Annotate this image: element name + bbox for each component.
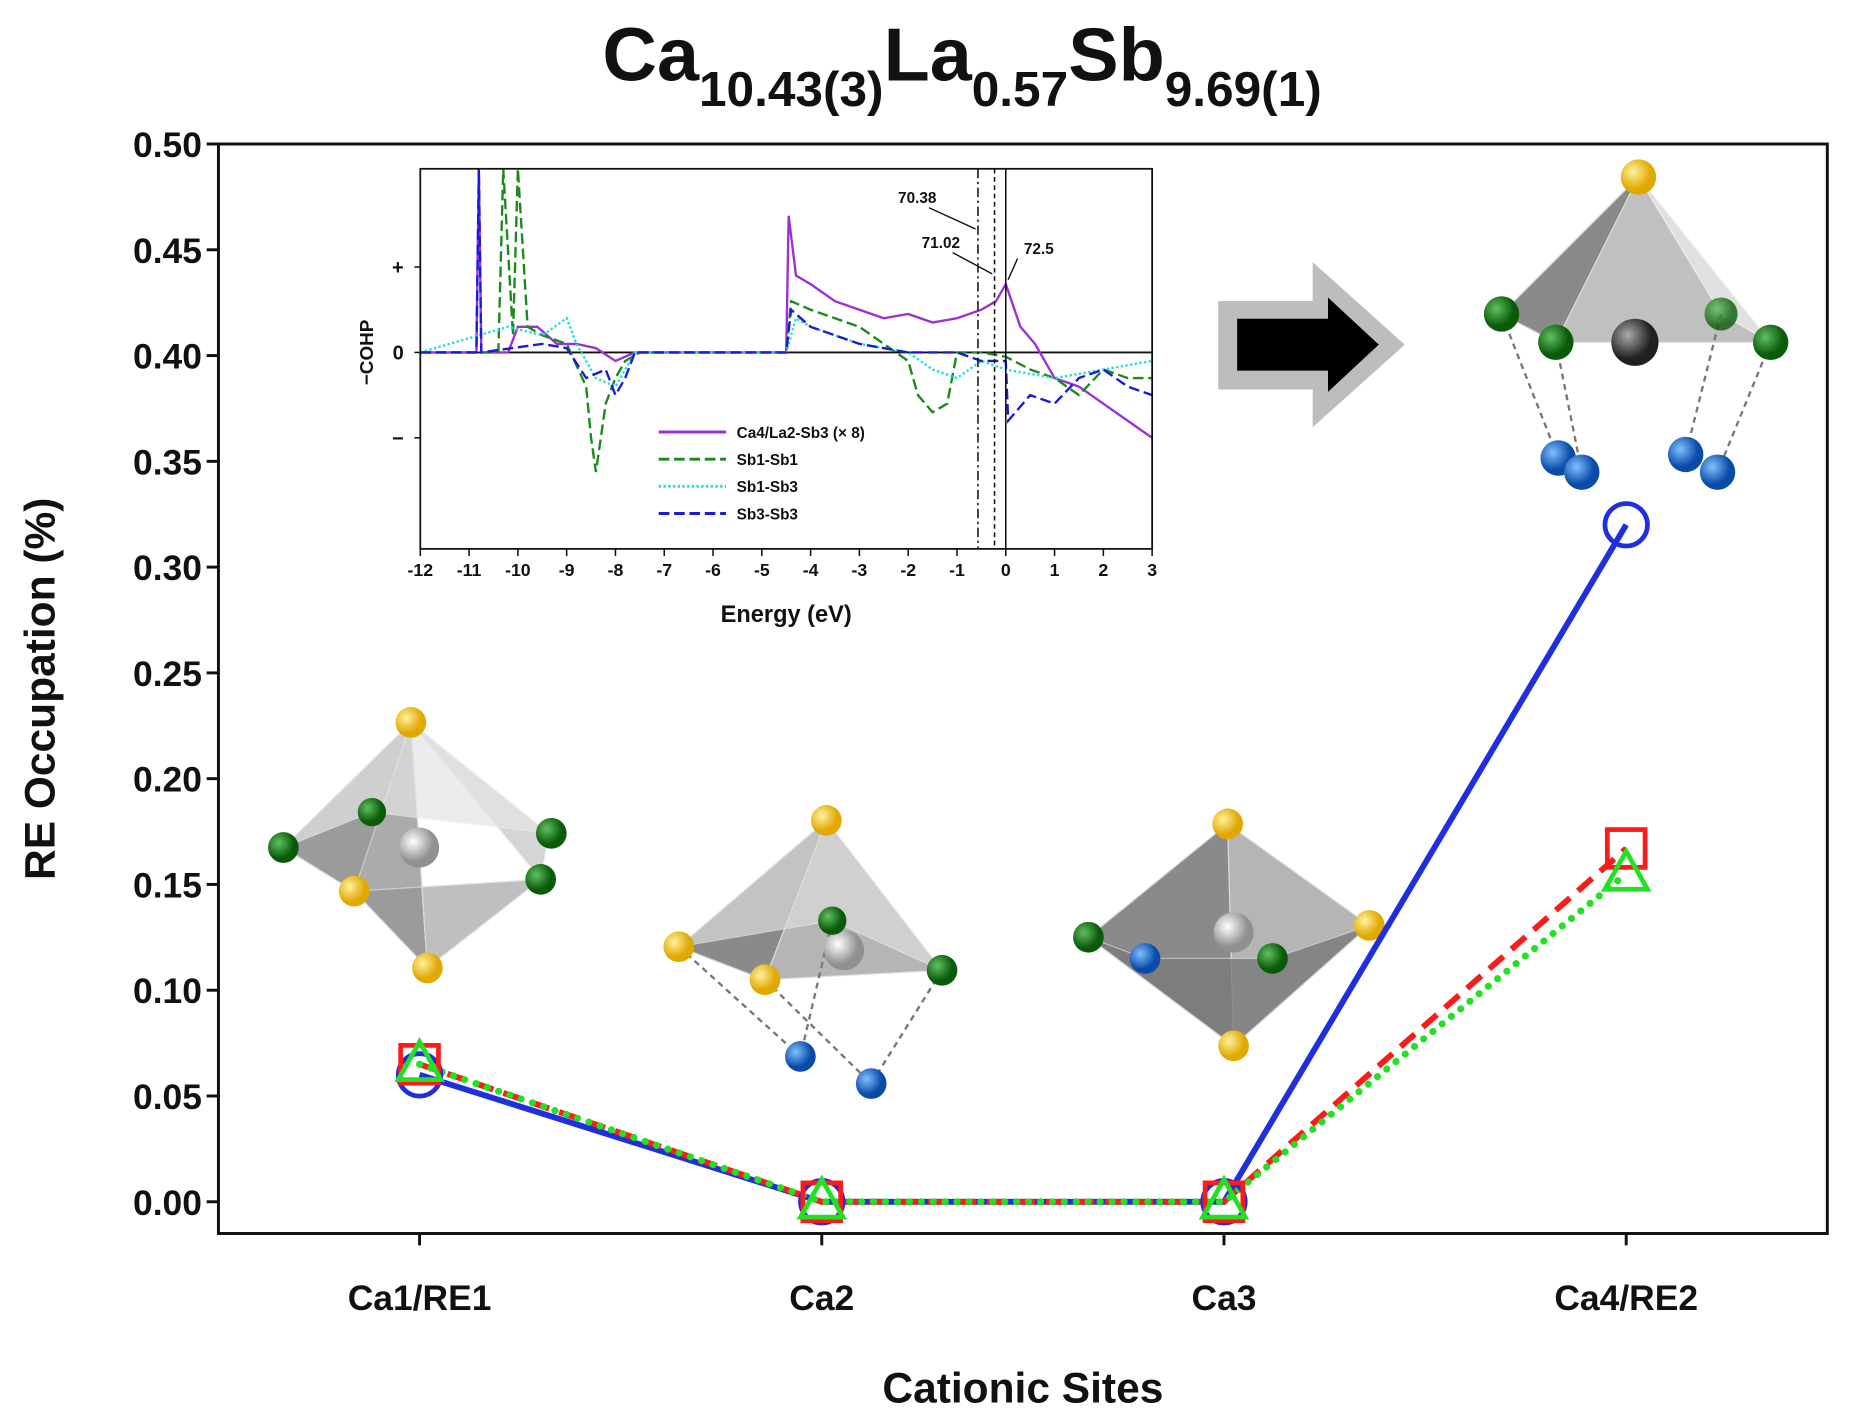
annotation-label: 71.02	[922, 235, 960, 252]
y-tick-label: −	[392, 428, 404, 450]
marker-triangle	[394, 1037, 445, 1082]
legend-label: Sb1-Sb3	[737, 479, 798, 496]
marker-circle	[395, 1051, 444, 1099]
x-tick-label: -12	[408, 560, 434, 580]
marker-triangle	[796, 1174, 848, 1220]
x-tick-label: 2	[1098, 560, 1108, 580]
x-tick-label: -11	[457, 560, 482, 580]
x-tick-label: -7	[656, 560, 672, 580]
x-tick-label: -3	[852, 560, 868, 580]
x-tick-label: -2	[900, 560, 916, 580]
x-tick-label: -5	[754, 560, 770, 580]
y-axis-label: RE Occupation (%)	[17, 498, 64, 880]
octahedron-ca3	[1073, 808, 1385, 1062]
y-tick-label: 0.15	[133, 865, 202, 905]
x-tick-label: -1	[949, 560, 965, 580]
title-subscript: 0.57	[972, 61, 1068, 117]
title-element: Ca	[602, 13, 700, 97]
x-tick-label: Ca1/RE1	[348, 1278, 492, 1318]
y-tick-label: 0.05	[133, 1077, 202, 1117]
x-axis-label: Cationic Sites	[882, 1365, 1163, 1412]
arrow	[1218, 262, 1405, 428]
marker-square	[1604, 827, 1648, 870]
x-axis-label: Energy (eV)	[721, 602, 852, 628]
octahedron-ca1	[268, 707, 567, 984]
x-tick-label: Ca3	[1192, 1278, 1257, 1318]
x-tick-label: Ca2	[789, 1278, 854, 1318]
y-tick-label: +	[392, 257, 404, 279]
x-tick-label: -6	[705, 560, 721, 580]
title-element: Sb	[1068, 13, 1165, 97]
series-line	[416, 870, 1630, 1206]
inset-frame	[419, 167, 1154, 550]
y-tick-label: 0.35	[133, 442, 202, 482]
legend-label: Sb1-Sb1	[737, 452, 799, 469]
cohp-curve	[420, 168, 1153, 473]
annotation-label: 70.38	[898, 190, 937, 207]
x-tick-label: -9	[559, 560, 575, 580]
annotation-arrow	[952, 251, 993, 275]
x-tick-label: -8	[608, 560, 624, 580]
pyramid-ca2	[663, 805, 958, 1099]
annotation-arrow	[1007, 258, 1019, 281]
y-tick-label: 0.25	[133, 654, 202, 694]
title-element: La	[884, 13, 973, 97]
series-line	[418, 523, 1629, 1205]
inset-background	[420, 168, 1153, 549]
title-subscript: 10.43(3)	[699, 61, 884, 117]
y-tick-label: 0.40	[133, 337, 202, 377]
pyramid-ca4	[1483, 159, 1789, 490]
x-tick-label: Ca4/RE2	[1554, 1278, 1698, 1318]
plot-frame	[216, 142, 1829, 1235]
annotation-label: 72.5	[1024, 241, 1054, 258]
y-axis-label: −COHP	[357, 320, 378, 386]
inset-plot	[420, 168, 1153, 473]
y-tick-label: 0.10	[133, 971, 202, 1011]
title-subscript: 9.69(1)	[1165, 61, 1322, 117]
annotation-arrow	[928, 207, 976, 230]
y-tick-label: 0.45	[133, 231, 202, 271]
marker-triangle	[1600, 846, 1652, 892]
cohp-curve	[420, 168, 1153, 439]
marker-circle	[1602, 501, 1650, 549]
y-tick-label: 0.50	[133, 125, 202, 165]
illustrations	[268, 159, 1789, 1099]
x-tick-label: 3	[1147, 560, 1157, 580]
y-tick-label: 0	[393, 343, 404, 365]
y-tick-label: 0.20	[133, 760, 202, 800]
x-tick-label: -10	[505, 560, 531, 580]
x-tick-label: 1	[1050, 560, 1060, 580]
chart-title: Ca10.43(3)La0.57Sb9.69(1)	[602, 13, 1321, 117]
legend-label: Sb3-Sb3	[737, 506, 798, 523]
x-tick-label: 0	[1001, 560, 1011, 580]
marker-triangle	[1198, 1174, 1250, 1220]
x-tick-label: -4	[803, 560, 819, 580]
y-tick-label: 0.30	[133, 548, 202, 588]
legend-label: Ca4/La2-Sb3 (× 8)	[737, 425, 865, 442]
y-tick-label: 0.00	[133, 1183, 202, 1223]
cohp-curve	[420, 168, 1153, 424]
